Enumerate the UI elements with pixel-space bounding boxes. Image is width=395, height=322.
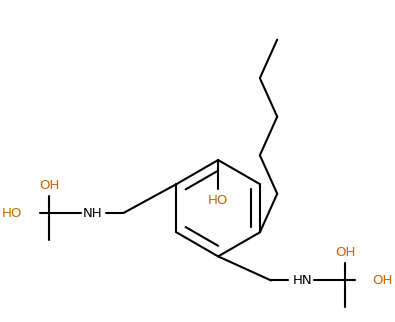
Text: OH: OH — [39, 179, 59, 192]
Text: HO: HO — [208, 194, 228, 207]
Text: OH: OH — [372, 274, 393, 287]
Text: HO: HO — [2, 206, 22, 220]
Text: OH: OH — [335, 246, 356, 259]
Text: HN: HN — [292, 274, 312, 287]
Text: NH: NH — [83, 206, 102, 220]
